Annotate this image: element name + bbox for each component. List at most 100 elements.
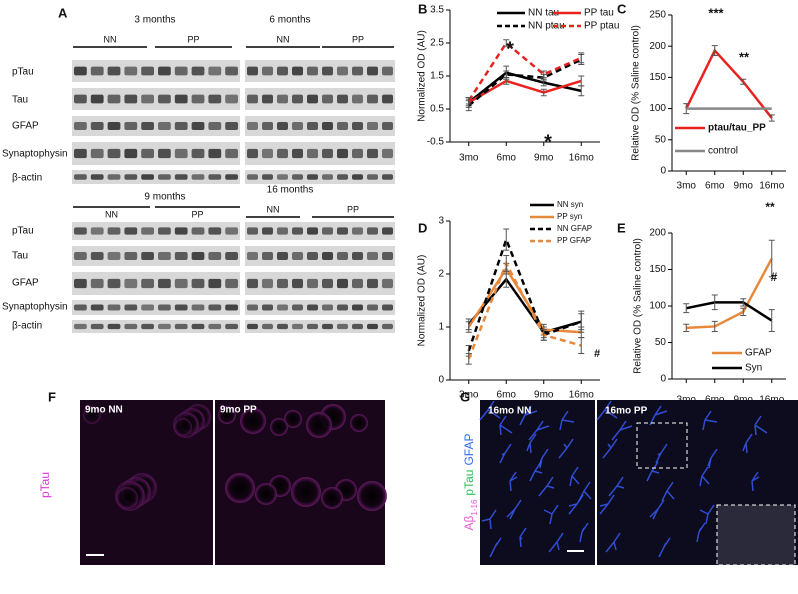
- error-bar: [683, 323, 690, 333]
- blot-band: [382, 227, 393, 235]
- x-tick-label: 3mo: [459, 390, 479, 401]
- series-line: [468, 79, 582, 104]
- stain-part: Aβ: [462, 515, 476, 530]
- blot-group-title: 9 months: [144, 192, 185, 203]
- blot-band: [90, 278, 104, 289]
- blot-band: [322, 304, 333, 311]
- blot-group-label: NN: [105, 209, 118, 219]
- astrocyte: [658, 537, 671, 558]
- blot-band: [90, 323, 104, 330]
- cell: [225, 473, 255, 503]
- blot-group-label: NN: [277, 34, 290, 44]
- cell: [240, 408, 266, 434]
- astrocyte: [596, 400, 618, 421]
- blot-strip: [72, 246, 240, 266]
- blot-band: [141, 252, 154, 260]
- blot-band: [367, 252, 378, 260]
- blot-band: [322, 252, 333, 260]
- blot-band: [262, 252, 273, 260]
- blot-band: [337, 66, 348, 76]
- blot-band: [158, 174, 171, 180]
- blot-band: [107, 94, 121, 104]
- blot-strip: [72, 300, 240, 315]
- astrocyte: [754, 415, 768, 436]
- blot-group-title: 16 months: [267, 185, 314, 196]
- blot-band: [225, 278, 238, 289]
- blot-band: [307, 304, 318, 311]
- blot-band: [262, 94, 273, 104]
- y-tick-label: 2.5: [430, 38, 444, 49]
- blot-band: [262, 304, 273, 311]
- blot-band: [292, 278, 303, 289]
- blot-band: [124, 122, 138, 130]
- cell: [116, 487, 138, 509]
- astrocyte: [499, 415, 513, 436]
- blot-band: [352, 252, 363, 260]
- blot-band: [124, 94, 138, 104]
- series-line: [686, 257, 773, 330]
- blot-strip: [72, 88, 240, 110]
- y-axis-label: Relative OD (% Saline control): [631, 25, 642, 161]
- blot-band: [337, 148, 348, 159]
- blot-band: [322, 227, 333, 235]
- blot-band: [307, 66, 318, 76]
- blot-strip: [245, 170, 395, 184]
- astrocyte: [751, 471, 760, 492]
- blot-band: [141, 278, 154, 289]
- inset: [716, 504, 796, 566]
- blot-band: [352, 122, 363, 130]
- blot-band: [225, 148, 238, 159]
- blot-band: [367, 148, 378, 159]
- blot-band: [277, 304, 288, 311]
- cell: [83, 406, 101, 424]
- blot-band: [277, 252, 288, 260]
- blot-band: [277, 66, 288, 76]
- blot-band: [174, 227, 188, 235]
- blot-band: [337, 94, 348, 104]
- blot-band: [141, 174, 154, 180]
- x-tick-label: 9mo: [534, 390, 554, 401]
- blot-band: [225, 323, 238, 330]
- x-tick-label: 3mo: [677, 181, 697, 192]
- blot-band: [225, 227, 238, 235]
- blot-band: [141, 323, 154, 330]
- y-tick-label: 150: [649, 72, 666, 83]
- blot-band: [158, 66, 171, 76]
- blot-band: [277, 174, 288, 180]
- blot-band: [225, 94, 238, 104]
- blot-band: [90, 227, 104, 235]
- blot-band: [277, 94, 288, 104]
- astrocyte: [696, 522, 706, 543]
- astrocyte: [569, 466, 580, 487]
- blot-band: [174, 122, 188, 130]
- blot-band: [107, 323, 121, 330]
- blot-band: [307, 94, 318, 104]
- blot-band: [277, 122, 288, 130]
- y-tick-label: 0: [660, 166, 666, 177]
- blot-band: [277, 323, 288, 330]
- blot-group-title: 3 months: [134, 15, 175, 26]
- astrocyte: [538, 448, 549, 469]
- blot-band: [307, 148, 318, 159]
- blot-band: [247, 304, 258, 311]
- legend-label: PP GFAP: [557, 236, 591, 245]
- blot-band: [337, 122, 348, 130]
- panel-letter: C: [617, 1, 627, 16]
- blot-band: [191, 304, 205, 311]
- blot-strip: [72, 272, 240, 295]
- panel-letter: A: [58, 5, 68, 20]
- astrocyte: [543, 504, 559, 525]
- blot-band: [225, 122, 238, 130]
- blot-band: [124, 278, 138, 289]
- blot-band: [107, 252, 121, 260]
- annotation: **: [765, 200, 775, 214]
- blot-band: [208, 148, 222, 159]
- legend-label: PP syn: [557, 212, 582, 221]
- blot-band: [191, 148, 205, 159]
- blot-band: [352, 278, 363, 289]
- blot-band: [90, 174, 104, 180]
- annotation: *: [544, 131, 552, 153]
- blot-strip: [245, 272, 395, 295]
- astrocyte: [489, 537, 502, 558]
- blot-band: [208, 304, 222, 311]
